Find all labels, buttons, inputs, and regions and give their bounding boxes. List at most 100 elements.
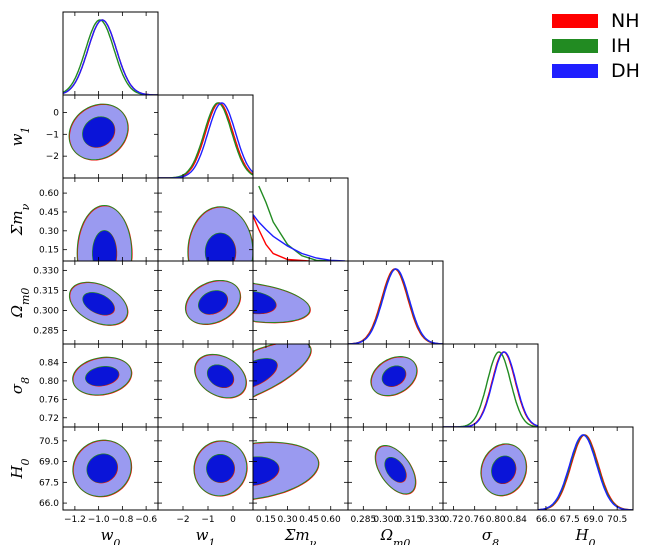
axis-label: w1 — [196, 526, 216, 545]
panel-frame — [252, 177, 349, 262]
axis-label: Ωm0 — [380, 526, 411, 545]
x-tick-label: 66.0 — [536, 515, 556, 525]
contour-panel-w1-omega_m0 — [184, 279, 242, 325]
legend-label-NH: NH — [611, 10, 640, 32]
contour-panel-sigma8-H0 — [480, 443, 528, 497]
x-tick-label: 69.0 — [583, 515, 603, 525]
contour-68 — [385, 457, 406, 483]
y-tick-label: 0.330 — [33, 266, 59, 276]
y-tick-label: 0.45 — [39, 208, 59, 218]
x-tick-label: −1.0 — [88, 515, 110, 525]
panel-frame — [157, 94, 254, 179]
y-tick-label: 0.80 — [39, 377, 59, 387]
contour-panel-w0-sigma8 — [72, 356, 133, 396]
legend: NH IH DH — [552, 10, 640, 82]
contour-68 — [82, 117, 115, 148]
legend-label-IH: IH — [611, 35, 631, 57]
axis-label: Σmν — [284, 526, 317, 545]
contour-68 — [207, 365, 234, 388]
contour-panel-w0-sum_mnu — [76, 204, 133, 261]
x-tick-label: 0.84 — [507, 515, 527, 525]
contour-68 — [83, 292, 115, 315]
x-tick-label: 0.60 — [321, 515, 341, 525]
x-tick-label: 0.76 — [465, 515, 485, 525]
contour-95-IH — [68, 103, 129, 161]
y-tick-label: 0.285 — [33, 327, 59, 337]
x-tick-label: 0.330 — [419, 515, 445, 525]
marginal-omega_m0 — [348, 268, 443, 344]
contour-68 — [92, 230, 117, 261]
panel-frame — [62, 11, 159, 96]
contour-95-IH — [76, 204, 133, 261]
marginal-sum_mnu — [253, 185, 346, 261]
y-tick-label: 0.72 — [39, 414, 59, 424]
panels-layer — [62, 11, 634, 511]
contour-68 — [205, 233, 236, 261]
x-tick-label: 67.5 — [560, 515, 580, 525]
y-tick-label: 0.84 — [39, 358, 59, 368]
contour-panel-w0-omega_m0 — [68, 281, 129, 326]
contour-95-IH — [187, 206, 253, 261]
contour-panel-w0-H0 — [72, 439, 133, 498]
marginal-curve-IH — [538, 434, 633, 510]
x-tick-label: −2 — [176, 515, 189, 525]
x-tick-label: −1 — [201, 515, 214, 525]
panel-frame — [347, 260, 444, 345]
contour-panel-w1-sigma8 — [194, 353, 247, 399]
contour-95-IH — [68, 281, 128, 326]
contour-68 — [491, 456, 516, 484]
y-tick-label: 0.30 — [39, 227, 59, 237]
axis-label: σ8 — [8, 377, 32, 394]
legend-swatch-IH — [552, 39, 598, 53]
y-tick-label: 66.0 — [39, 499, 59, 509]
y-tick-label: 0.315 — [33, 286, 59, 296]
contour-95 — [253, 442, 319, 501]
y-tick-label: 0.76 — [39, 395, 59, 405]
axis-label: w1 — [8, 127, 32, 147]
contour-panel-sum_mnu-sigma8 — [253, 344, 312, 407]
y-tick-label: 0.300 — [33, 307, 59, 317]
y-tick-label: −2 — [46, 152, 59, 162]
marginal-curve-DH — [443, 351, 538, 427]
contour-95-IH — [253, 282, 311, 323]
contour-panel-sum_mnu-omega_m0 — [253, 282, 311, 324]
marginal-curve-DH — [253, 214, 346, 261]
axis-label: H0 — [8, 458, 32, 479]
x-tick-label: 0.300 — [373, 515, 399, 525]
y-tick-label: −1 — [46, 130, 59, 140]
contour-68-IH — [204, 232, 236, 261]
contour-68-IH — [92, 230, 117, 261]
marginal-curve-DH — [538, 434, 633, 510]
axis-labels-layer: −1.2 −1.0 −0.8 −0.6 −2 −1 0 0.15 0.30 0.45 0.60 0.2… — [8, 108, 627, 545]
x-tick-label: −0.8 — [111, 515, 133, 525]
marginal-curve-NH — [348, 268, 443, 344]
contour-panel-omega_m0-H0 — [374, 444, 417, 495]
x-tick-label: 0 — [230, 515, 236, 525]
axis-label: Ωm0 — [8, 288, 32, 319]
contour-95-IH — [72, 439, 132, 497]
contour-95-IH — [374, 444, 416, 495]
x-tick-label: 70.5 — [607, 515, 627, 525]
legend-label-DH: DH — [611, 60, 640, 82]
y-tick-label: 70.5 — [39, 437, 59, 447]
marginal-curve-NH — [253, 215, 310, 261]
contour-panel-w1-sum_mnu — [187, 206, 253, 261]
marginal-H0 — [538, 434, 633, 510]
legend-swatch-NH — [552, 14, 598, 28]
x-tick-label: 0.72 — [444, 515, 464, 525]
contour-68 — [87, 454, 118, 483]
contour-panel-sum_mnu-H0 — [253, 441, 320, 501]
marginal-curve-IH — [258, 185, 331, 261]
panel-frame — [537, 426, 634, 511]
x-tick-label: 0.15 — [256, 515, 276, 525]
contour-panel-w0-w1 — [68, 103, 129, 161]
y-tick-label: 69.0 — [39, 458, 59, 468]
marginal-w1 — [158, 102, 253, 178]
contour-panel-omega_m0-sigma8 — [370, 356, 418, 397]
x-tick-label: 0.285 — [350, 515, 376, 525]
x-tick-label: 0.80 — [486, 515, 506, 525]
axis-label: H0 — [574, 526, 595, 545]
x-tick-label: 0.30 — [278, 515, 298, 525]
marginal-sigma8 — [443, 351, 538, 427]
